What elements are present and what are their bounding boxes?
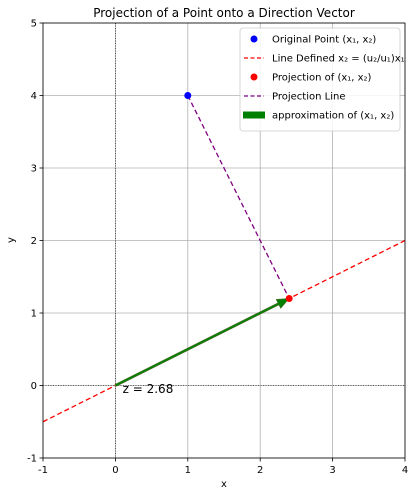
projection-point — [286, 295, 293, 302]
x-tick-label: 1 — [185, 465, 191, 476]
y-axis-title: y — [6, 237, 17, 243]
data-marks — [43, 92, 405, 422]
legend: Original Point (x₁, x₂) Line Defined x₂ =… — [240, 28, 405, 131]
z-annotation: z = 2.68 — [123, 382, 174, 396]
y-tick-label: 0 — [31, 381, 37, 392]
original-point — [184, 92, 191, 99]
legend-handle-original — [251, 36, 258, 43]
chart-title: Projection of a Point onto a Direction V… — [93, 6, 355, 20]
legend-label: approximation of (x₁, x₂) — [272, 111, 394, 122]
legend-label: Line Defined x₂ = (u₂/u₁)x₁ — [272, 54, 405, 65]
legend-label: Projection of (x₁, x₂) — [272, 73, 372, 84]
legend-label: Original Point (x₁, x₂) — [272, 35, 376, 46]
x-tick-label: 2 — [257, 465, 263, 476]
approximation-arrow — [115, 299, 289, 387]
y-tick-label: 4 — [31, 91, 37, 102]
x-axis-title: x — [221, 479, 227, 490]
y-tick-label: 2 — [31, 236, 37, 247]
x-tick-label: 4 — [402, 465, 408, 476]
y-tick-label: -1 — [27, 454, 37, 465]
y-tick-label: 5 — [31, 19, 37, 30]
legend-handle-approx — [243, 112, 265, 119]
x-tick-label: 0 — [112, 465, 118, 476]
legend-handle-projection — [251, 74, 258, 81]
x-tick-label: 3 — [329, 465, 335, 476]
legend-label: Projection Line — [272, 92, 345, 103]
x-tick-label: -1 — [38, 465, 48, 476]
y-tick-label: 3 — [31, 164, 37, 175]
y-axis-ticks: -1 0 1 2 3 4 5 — [27, 19, 43, 465]
y-tick-label: 1 — [31, 309, 37, 320]
x-axis-ticks: -1 0 1 2 3 4 — [38, 458, 408, 476]
